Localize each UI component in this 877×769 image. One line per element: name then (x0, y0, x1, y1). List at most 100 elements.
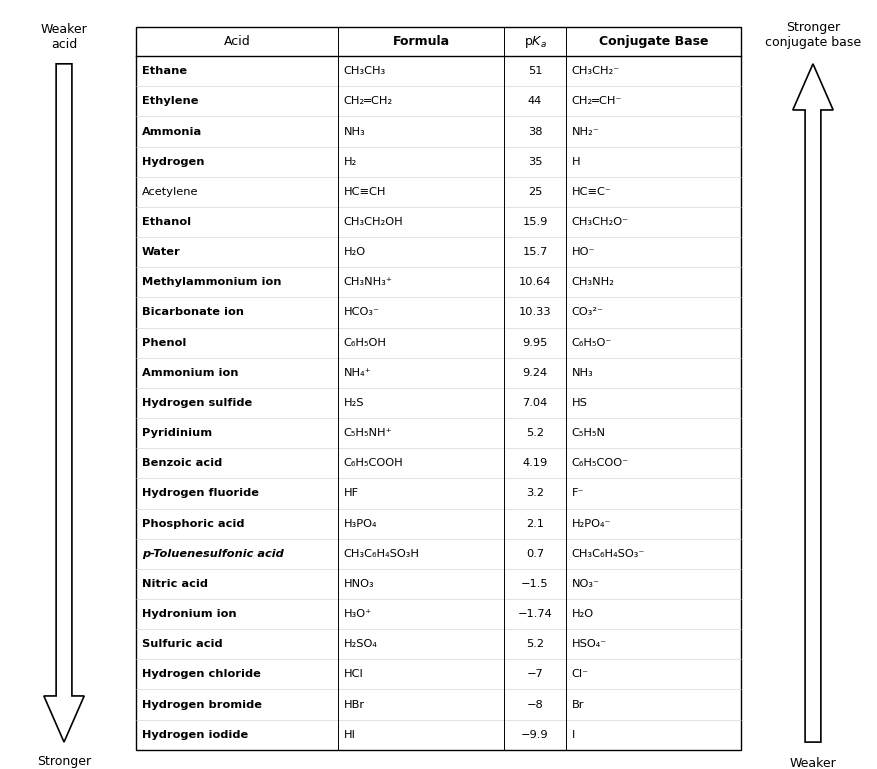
Text: Hydrogen iodide: Hydrogen iodide (142, 730, 248, 740)
Text: Weaker
acid: Weaker acid (40, 23, 88, 51)
Text: Hydrogen sulfide: Hydrogen sulfide (142, 398, 253, 408)
Text: HC≡CH: HC≡CH (344, 187, 386, 197)
Text: 9.95: 9.95 (523, 338, 547, 348)
Text: Ammonia: Ammonia (142, 127, 203, 137)
Text: Ammonium ion: Ammonium ion (142, 368, 239, 378)
Text: C₅H₅NH⁺: C₅H₅NH⁺ (344, 428, 393, 438)
Text: −1.5: −1.5 (521, 579, 549, 589)
Text: Cl⁻: Cl⁻ (572, 669, 589, 679)
Text: 2.1: 2.1 (526, 518, 544, 528)
Text: H₂O: H₂O (344, 247, 366, 257)
Text: CH₃NH₃⁺: CH₃NH₃⁺ (344, 278, 393, 288)
Text: CH₃C₆H₄SO₃H: CH₃C₆H₄SO₃H (344, 549, 420, 559)
Text: HBr: HBr (344, 700, 365, 710)
Text: NH₄⁺: NH₄⁺ (344, 368, 372, 378)
Text: Sulfuric acid: Sulfuric acid (142, 639, 223, 649)
Text: Ethane: Ethane (142, 66, 187, 76)
Text: Stronger
acid: Stronger acid (37, 755, 91, 769)
Text: H: H (572, 157, 581, 167)
Text: H₃PO₄: H₃PO₄ (344, 518, 377, 528)
Text: CH₂═CH₂: CH₂═CH₂ (344, 96, 393, 106)
Text: Nitric acid: Nitric acid (142, 579, 208, 589)
Bar (136, 27, 741, 750)
Text: H₂SO₄: H₂SO₄ (344, 639, 378, 649)
Text: Hydronium ion: Hydronium ion (142, 609, 237, 619)
Text: 35: 35 (528, 157, 542, 167)
Text: C₆H₅COO⁻: C₆H₅COO⁻ (572, 458, 629, 468)
Text: C₆H₅COOH: C₆H₅COOH (344, 458, 403, 468)
Text: NH₂⁻: NH₂⁻ (572, 127, 600, 137)
Text: 9.24: 9.24 (523, 368, 547, 378)
Text: p$\mathit{K}_a$: p$\mathit{K}_a$ (524, 34, 546, 49)
Text: CH₃CH₂O⁻: CH₃CH₂O⁻ (572, 217, 629, 227)
Text: HO⁻: HO⁻ (572, 247, 595, 257)
Text: Acid: Acid (224, 35, 250, 48)
Text: Water: Water (142, 247, 181, 257)
Text: H₂S: H₂S (344, 398, 364, 408)
Text: 10.33: 10.33 (518, 308, 552, 318)
Text: Formula: Formula (392, 35, 450, 48)
Text: HCO₃⁻: HCO₃⁻ (344, 308, 380, 318)
Text: Conjugate Base: Conjugate Base (599, 35, 708, 48)
Text: C₆H₅O⁻: C₆H₅O⁻ (572, 338, 612, 348)
Text: HS: HS (572, 398, 588, 408)
Text: Br: Br (572, 700, 584, 710)
Text: Hydrogen chloride: Hydrogen chloride (142, 669, 261, 679)
Text: F⁻: F⁻ (572, 488, 584, 498)
Text: 7.04: 7.04 (523, 398, 547, 408)
Text: Phosphoric acid: Phosphoric acid (142, 518, 245, 528)
Text: HSO₄⁻: HSO₄⁻ (572, 639, 607, 649)
Text: Hydrogen fluoride: Hydrogen fluoride (142, 488, 259, 498)
Text: H₃O⁺: H₃O⁺ (344, 609, 372, 619)
Text: CH₃C₆H₄SO₃⁻: CH₃C₆H₄SO₃⁻ (572, 549, 645, 559)
Text: 5.2: 5.2 (526, 428, 544, 438)
Text: Ethanol: Ethanol (142, 217, 191, 227)
Text: I: I (572, 730, 575, 740)
Text: CO₃²⁻: CO₃²⁻ (572, 308, 603, 318)
Text: −7: −7 (526, 669, 544, 679)
Text: 15.9: 15.9 (523, 217, 547, 227)
Polygon shape (44, 64, 84, 742)
Text: 38: 38 (528, 127, 542, 137)
Text: Phenol: Phenol (142, 338, 187, 348)
Text: C₆H₅OH: C₆H₅OH (344, 338, 387, 348)
Text: Hydrogen bromide: Hydrogen bromide (142, 700, 262, 710)
Text: 3.2: 3.2 (526, 488, 544, 498)
Text: −9.9: −9.9 (521, 730, 549, 740)
Text: CH₃CH₃: CH₃CH₃ (344, 66, 386, 76)
Text: HF: HF (344, 488, 359, 498)
Text: HC≡C⁻: HC≡C⁻ (572, 187, 611, 197)
Text: 5.2: 5.2 (526, 639, 544, 649)
Text: Pyridinium: Pyridinium (142, 428, 212, 438)
Text: CH₂═CH⁻: CH₂═CH⁻ (572, 96, 623, 106)
Text: NO₃⁻: NO₃⁻ (572, 579, 600, 589)
Text: −1.74: −1.74 (517, 609, 553, 619)
Text: 51: 51 (528, 66, 542, 76)
Text: HNO₃: HNO₃ (344, 579, 374, 589)
Text: CH₃NH₂: CH₃NH₂ (572, 278, 615, 288)
Text: H₂O: H₂O (572, 609, 594, 619)
Polygon shape (793, 64, 833, 742)
Text: H₂: H₂ (344, 157, 357, 167)
Text: Stronger
conjugate base: Stronger conjugate base (765, 21, 861, 48)
Text: p-Toluenesulfonic acid: p-Toluenesulfonic acid (142, 549, 284, 559)
Text: Weaker
conjugate base: Weaker conjugate base (765, 757, 861, 769)
Text: Hydrogen: Hydrogen (142, 157, 204, 167)
Text: 0.7: 0.7 (526, 549, 544, 559)
Text: C₅H₅N: C₅H₅N (572, 428, 606, 438)
Text: −8: −8 (526, 700, 544, 710)
Text: NH₃: NH₃ (572, 368, 594, 378)
Text: NH₃: NH₃ (344, 127, 366, 137)
Text: Methylammonium ion: Methylammonium ion (142, 278, 282, 288)
Text: 44: 44 (528, 96, 542, 106)
Text: Bicarbonate ion: Bicarbonate ion (142, 308, 244, 318)
Text: Acetylene: Acetylene (142, 187, 198, 197)
Text: Ethylene: Ethylene (142, 96, 198, 106)
Text: H₂PO₄⁻: H₂PO₄⁻ (572, 518, 611, 528)
Text: CH₃CH₂OH: CH₃CH₂OH (344, 217, 403, 227)
Text: 25: 25 (528, 187, 542, 197)
Text: 4.19: 4.19 (523, 458, 547, 468)
Text: HCl: HCl (344, 669, 364, 679)
Text: 10.64: 10.64 (519, 278, 551, 288)
Text: 15.7: 15.7 (523, 247, 547, 257)
